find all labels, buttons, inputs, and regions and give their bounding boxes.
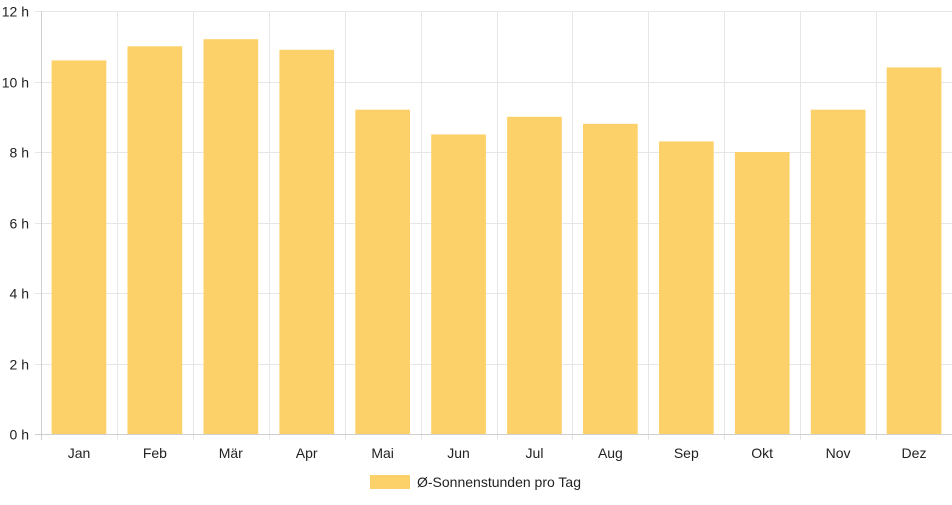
x-tick-labels: Jan Feb Mär Apr Mai Jun Jul Aug Sep Okt Nov Dez	[68, 445, 927, 461]
bar-nov[interactable]	[810, 109, 866, 434]
bar-jul[interactable]	[507, 116, 562, 435]
y-tick-label: 0 h	[10, 427, 29, 443]
grid-lines	[35, 11, 952, 440]
y-tick-label: 2 h	[10, 357, 29, 373]
x-tick-label: Sep	[674, 445, 699, 461]
x-tick-label: Jan	[68, 445, 91, 461]
bar-jan[interactable]	[51, 60, 107, 435]
x-tick-label: Dez	[902, 445, 927, 461]
x-tick-label: Mai	[371, 445, 394, 461]
y-tick-label: 12 h	[2, 4, 29, 20]
y-tick-label: 4 h	[10, 286, 29, 302]
bar-apr[interactable]	[279, 49, 335, 435]
bar-dez[interactable]	[886, 67, 942, 435]
bar-mai[interactable]	[355, 109, 410, 434]
bar-sep[interactable]	[659, 141, 714, 434]
bar-feb[interactable]	[127, 46, 183, 435]
x-tick-label: Okt	[751, 445, 773, 461]
y-tick-label: 6 h	[10, 216, 29, 232]
bar-okt[interactable]	[734, 152, 790, 434]
x-tick-label: Jun	[447, 445, 470, 461]
x-tick-label: Apr	[296, 445, 318, 461]
x-tick-label: Mär	[219, 445, 243, 461]
y-tick-labels: 0 h 2 h 4 h 6 h 8 h 10 h 12 h	[2, 4, 29, 443]
bars	[51, 39, 942, 435]
axes	[35, 11, 952, 440]
legend[interactable]: Ø-Sonnenstunden pro Tag	[370, 474, 581, 490]
y-tick-label: 10 h	[2, 75, 29, 91]
x-tick-label: Jul	[526, 445, 544, 461]
legend-label[interactable]: Ø-Sonnenstunden pro Tag	[417, 474, 581, 490]
bar-mär[interactable]	[203, 39, 259, 434]
y-tick-label: 8 h	[10, 145, 29, 161]
x-tick-label: Aug	[598, 445, 623, 461]
x-tick-label: Nov	[826, 445, 851, 461]
bar-jun[interactable]	[431, 134, 486, 434]
legend-swatch[interactable]	[370, 475, 410, 489]
bar-aug[interactable]	[583, 123, 638, 435]
x-tick-label: Feb	[143, 445, 167, 461]
